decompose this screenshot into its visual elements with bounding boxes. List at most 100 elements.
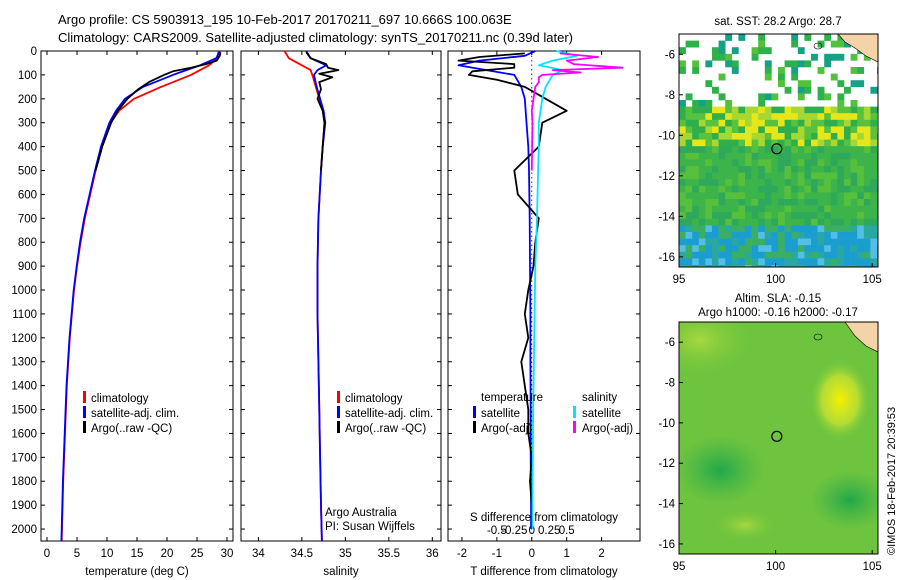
- sst-cell: [857, 232, 865, 239]
- sst-cell: [837, 205, 845, 213]
- sst-cell: [718, 199, 726, 206]
- sst-cell: [685, 225, 693, 233]
- sst-cell: [870, 199, 878, 206]
- sst-cell: [685, 238, 693, 246]
- sst-cell: [718, 179, 726, 187]
- sst-cell: [870, 146, 878, 154]
- sst-cell: [797, 159, 805, 167]
- sst-cell: [817, 238, 825, 246]
- sst-cell: [731, 265, 739, 267]
- depth-tick-label: 1500: [11, 405, 37, 417]
- sst-cell: [797, 225, 805, 233]
- sst-cell: [685, 152, 693, 160]
- sst-cell: [745, 251, 752, 259]
- sst-cell: [791, 185, 799, 193]
- sst-cell: [804, 205, 812, 213]
- sst-cell: [685, 146, 693, 154]
- sst-cell: [791, 212, 799, 220]
- lon-tick-label: 105: [863, 561, 882, 573]
- sst-cell: [830, 172, 838, 180]
- sst-cell: [837, 93, 845, 101]
- sst-cell: [745, 238, 752, 246]
- sst-cell: [718, 192, 726, 200]
- sst-cell: [705, 106, 713, 114]
- sst-cell: [778, 119, 785, 127]
- sst-cell: [797, 258, 805, 266]
- lon-tick-label: 95: [673, 274, 686, 286]
- sst-cell: [751, 205, 759, 213]
- sst-cell: [850, 212, 858, 220]
- sst-cell: [692, 232, 700, 239]
- sst-cell: [797, 172, 805, 180]
- sst-cell: [830, 185, 838, 193]
- sst-cell: [764, 218, 772, 226]
- sst-cell: [679, 179, 686, 187]
- sst-cell: [764, 106, 772, 114]
- sst-cell: [857, 80, 865, 88]
- x-tick-label: 36: [426, 548, 439, 560]
- sst-cell: [712, 119, 719, 127]
- sst-cell: [824, 106, 832, 114]
- sst-cell: [705, 113, 713, 121]
- sst-cell: [712, 232, 719, 239]
- sst-cell: [725, 119, 733, 127]
- sst-cell: [725, 192, 733, 200]
- plot-frame: [40, 50, 234, 542]
- x-tick-label: 34: [252, 548, 265, 560]
- sst-cell: [778, 212, 785, 220]
- depth-tick-label: 1700: [11, 452, 37, 464]
- sst-cell: [791, 159, 799, 167]
- sst-cell: [778, 218, 785, 226]
- sst-cell: [857, 225, 865, 233]
- imos-timestamp: ©IMOS 18-Feb-2017 20:39:53: [886, 406, 898, 555]
- sst-coastline: [837, 34, 878, 63]
- sst-cell: [817, 218, 825, 226]
- sst-cell: [850, 225, 858, 233]
- sst-cell: [784, 166, 792, 173]
- sst-cell: [811, 251, 818, 259]
- sst-cell: [784, 159, 792, 167]
- sst-cell: [850, 245, 858, 253]
- sst-cell: [731, 159, 739, 167]
- sst-cell: [758, 185, 766, 193]
- sst-cell: [738, 159, 746, 167]
- sst-cell: [758, 179, 766, 187]
- sst-cell: [731, 232, 739, 239]
- sst-cell: [725, 126, 733, 134]
- sla-frame: [678, 321, 879, 555]
- sst-cell: [745, 179, 752, 187]
- sst-cell: [863, 238, 871, 246]
- depth-tick-label: 1000: [11, 285, 37, 297]
- sst-cell: [692, 238, 700, 246]
- sst-cell: [870, 119, 878, 127]
- sst-cell: [784, 133, 792, 140]
- sst-cell: [685, 258, 693, 266]
- sst-cell: [857, 106, 865, 114]
- sst-cell: [824, 245, 832, 253]
- sst-cell: [731, 139, 739, 147]
- sst-cell: [692, 265, 700, 267]
- sst-cell: [712, 225, 719, 233]
- sst-cell: [771, 152, 779, 160]
- sst-cell: [679, 258, 686, 266]
- sst-cell: [824, 152, 832, 160]
- sst-cell: [778, 133, 785, 140]
- sst-cell: [811, 146, 818, 154]
- sst-cell: [738, 166, 746, 173]
- sst-cell: [844, 172, 851, 180]
- sst-cell: [797, 179, 805, 187]
- sst-cell: [844, 185, 851, 193]
- sst-cell: [778, 152, 785, 160]
- sst-cell: [857, 113, 865, 121]
- sst-cell: [679, 60, 686, 68]
- sst-cell: [830, 53, 838, 61]
- sst-cell: [731, 146, 739, 154]
- sst-cell: [863, 146, 871, 154]
- sst-cell: [870, 245, 878, 253]
- sst-cell: [692, 119, 700, 127]
- legend-label-argo-s: Argo(-adj): [582, 423, 633, 435]
- sst-cell: [824, 159, 832, 167]
- sst-cell: [837, 225, 845, 233]
- sst-cell: [718, 106, 726, 114]
- sst-cell: [712, 192, 719, 200]
